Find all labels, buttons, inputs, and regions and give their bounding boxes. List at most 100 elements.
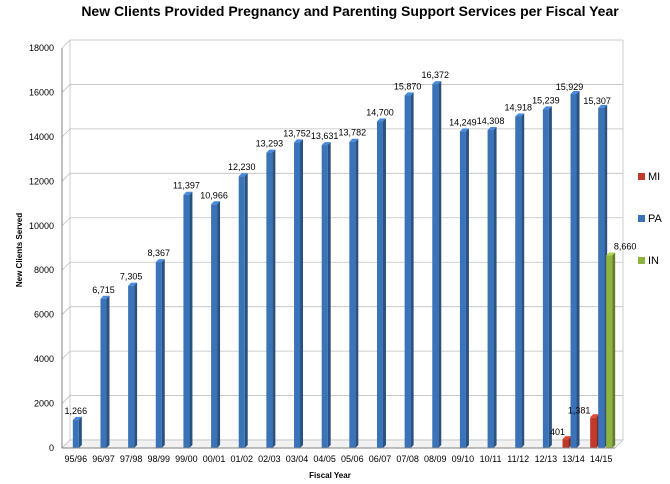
bar-in <box>606 252 616 448</box>
x-tick-label: 98/99 <box>148 454 171 464</box>
bar-side <box>244 173 248 448</box>
data-label: 13,782 <box>339 128 367 138</box>
data-label: 1,266 <box>65 406 88 416</box>
bar-pa <box>376 118 386 448</box>
data-label: 12,230 <box>228 162 256 172</box>
bar-front <box>459 131 466 448</box>
x-tick-label: 07/08 <box>396 454 419 464</box>
x-axis-title: Fiscal Year <box>309 471 351 480</box>
bar-front <box>570 94 577 449</box>
legend-swatch-pa <box>638 215 645 222</box>
bar-side <box>382 118 386 448</box>
gridline-depth <box>61 217 71 227</box>
x-tick-label: 09/10 <box>452 454 475 464</box>
chart-title: New Clients Provided Pregnancy and Paren… <box>81 3 619 19</box>
gridline-depth <box>61 128 71 138</box>
bar-side <box>134 282 138 448</box>
gridline-depth <box>61 350 71 360</box>
y-axis-title: New Clients Served <box>15 213 24 287</box>
y-tick-label: 18000 <box>29 43 54 53</box>
bar-side <box>576 91 580 449</box>
bar-front <box>321 145 328 449</box>
x-tick-label: 08/09 <box>424 454 447 464</box>
bar-mi <box>562 436 572 448</box>
x-tick-label: 04/05 <box>313 454 336 464</box>
y-tick-label: 6000 <box>34 310 54 320</box>
bar-front <box>294 142 301 448</box>
data-label: 15,307 <box>583 96 611 106</box>
x-tick-label: 03/04 <box>286 454 309 464</box>
bar-mi <box>590 414 600 448</box>
x-tick-label: 12/13 <box>535 454 558 464</box>
bar-side <box>548 106 552 448</box>
bar-pa <box>432 81 442 448</box>
bar-pa <box>321 142 331 449</box>
bar-pa <box>128 282 138 448</box>
bar-front <box>432 84 439 448</box>
x-tick-label: 00/01 <box>203 454 226 464</box>
bar-front <box>515 116 522 448</box>
bar-side <box>612 252 616 448</box>
gridline-depth <box>61 306 71 315</box>
bar-front <box>211 204 218 448</box>
bar-side <box>78 416 82 448</box>
data-label: 7,305 <box>120 272 143 282</box>
bar-pa <box>404 92 414 448</box>
bar-side <box>217 201 221 448</box>
bar-front <box>376 121 383 448</box>
bar-side <box>327 142 331 449</box>
bar-pa <box>570 91 580 449</box>
gridline-depth <box>61 84 71 93</box>
bar-pa <box>542 106 552 448</box>
data-label: 15,239 <box>532 95 560 105</box>
data-label: 1,381 <box>568 405 591 415</box>
x-tick-label: 99/00 <box>175 454 198 464</box>
y-tick-label: 12000 <box>29 176 54 186</box>
bar-front <box>128 285 135 448</box>
bar-front <box>349 141 356 448</box>
y-tick-label: 16000 <box>29 87 54 97</box>
bar-front <box>404 95 411 448</box>
bar-pa <box>459 128 469 448</box>
x-tick-label: 10/11 <box>480 454 502 464</box>
bar-side <box>272 149 276 448</box>
data-label: 8,660 <box>614 242 637 252</box>
gridline-depth <box>61 39 71 49</box>
legend-swatch-in <box>638 257 645 264</box>
bar-pa <box>211 201 221 448</box>
bar-front <box>238 176 245 448</box>
bar-front <box>183 194 190 448</box>
bar-side <box>161 259 165 448</box>
x-tick-label: 01/02 <box>230 454 253 464</box>
gridline-depth <box>61 173 71 182</box>
bar-pa <box>183 191 193 448</box>
bar-pa <box>515 113 525 448</box>
bar-front <box>72 419 79 448</box>
y-tick-label: 8000 <box>34 265 54 275</box>
bar-pa <box>598 104 608 448</box>
bar-side <box>189 191 193 448</box>
legend-label-pa: PA <box>648 213 663 225</box>
bar-pa <box>349 138 359 448</box>
legend-label-in: IN <box>648 255 659 267</box>
x-tick-label: 11/12 <box>507 454 529 464</box>
x-tick-label: 02/03 <box>258 454 281 464</box>
bar-side <box>493 127 497 449</box>
bar-front <box>590 417 597 448</box>
data-label: 16,372 <box>422 70 450 80</box>
bar-top <box>487 127 497 131</box>
data-label: 14,249 <box>449 117 477 127</box>
data-label: 14,700 <box>366 107 394 117</box>
data-label: 13,293 <box>256 139 284 149</box>
bar-side <box>521 113 525 448</box>
data-label: 13,752 <box>283 128 311 138</box>
data-labels: 401 1,381 1,266 6,715 7,305 8,367 11,39710,966… <box>65 70 637 437</box>
y-tick-label: 10000 <box>29 221 54 231</box>
legend: MI PA IN <box>638 171 663 267</box>
gridline-depth <box>61 395 71 404</box>
data-label: 401 <box>550 427 565 437</box>
bar-side <box>410 92 414 448</box>
x-tick-label: 96/97 <box>92 454 115 464</box>
